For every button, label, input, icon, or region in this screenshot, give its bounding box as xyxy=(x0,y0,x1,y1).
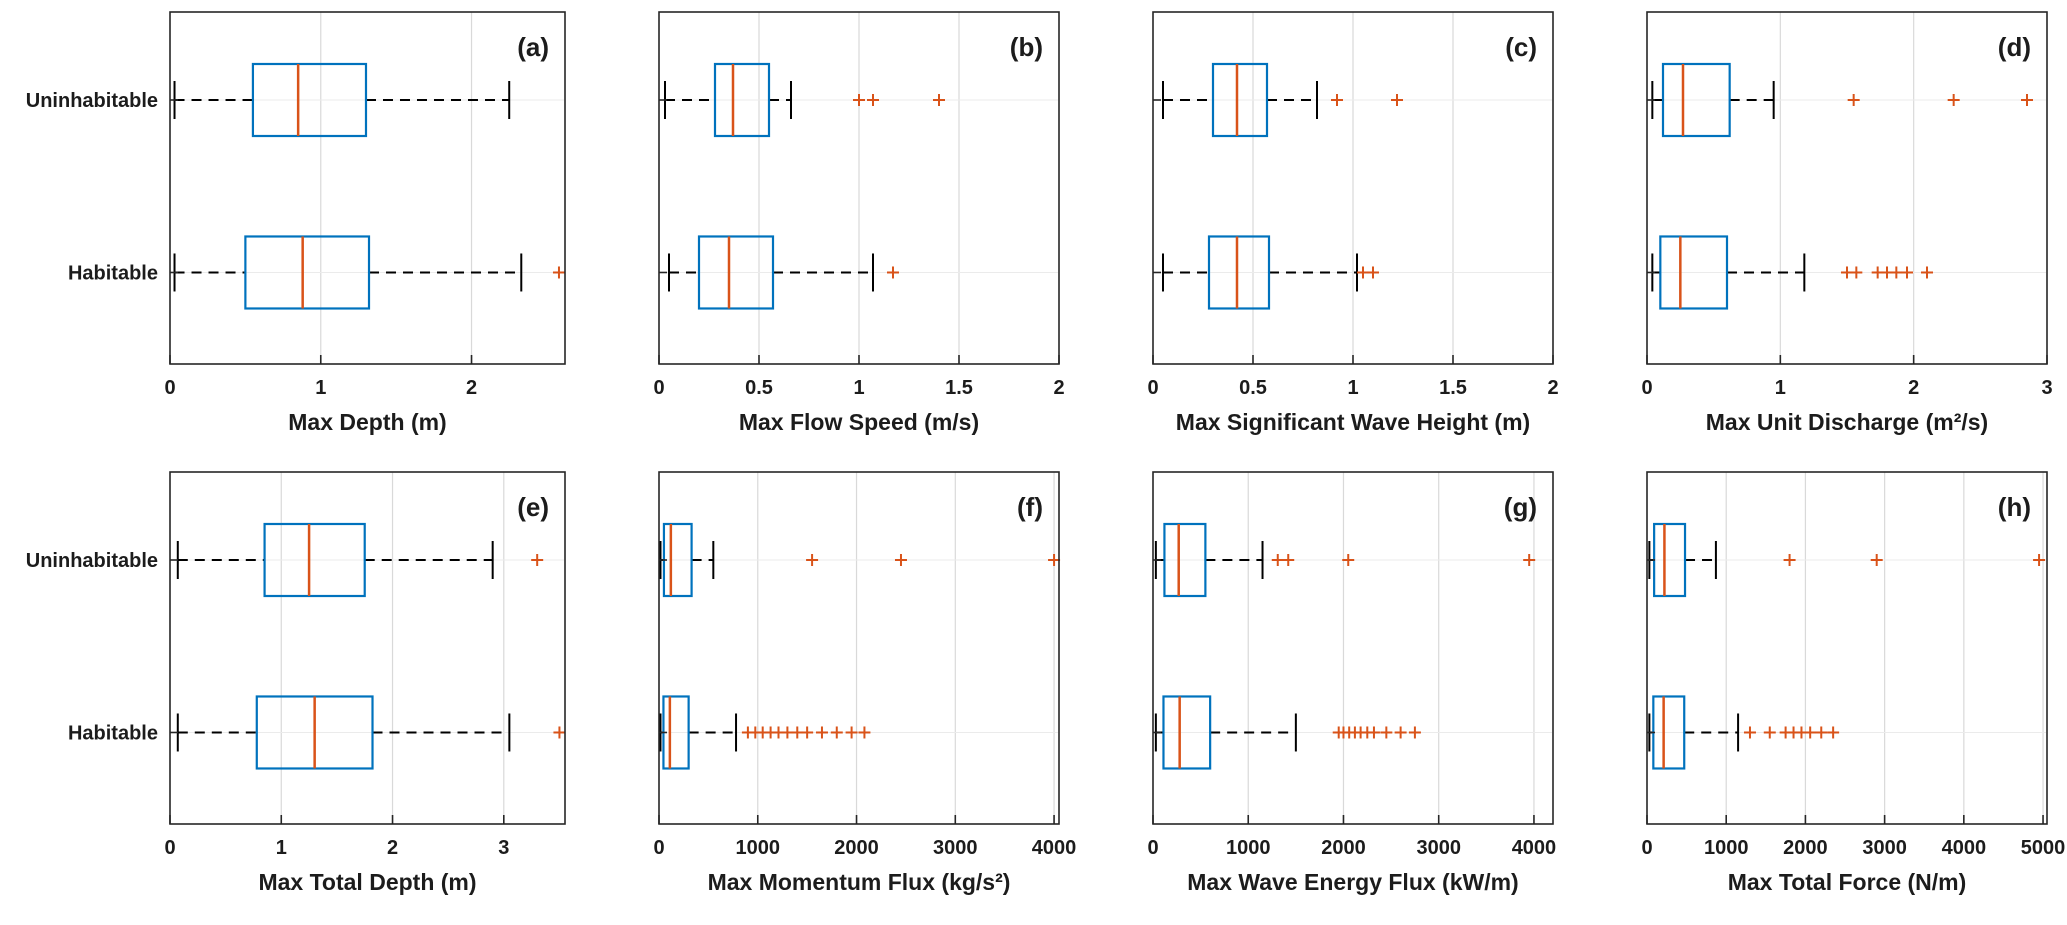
panel-letter: (e) xyxy=(517,492,549,522)
panel-letter: (a) xyxy=(517,32,549,62)
iqr-box xyxy=(251,62,368,138)
x-tick-label: 2 xyxy=(1908,377,1919,399)
x-tick-label: 3 xyxy=(2041,377,2052,399)
x-tick-label: 3 xyxy=(498,837,509,859)
x-tick-label: 2 xyxy=(1053,377,1064,399)
iqr-box xyxy=(1211,62,1269,138)
boxplot-svg: 0 1000 2000 3000 4000 5000 Max Total Force (N/… xyxy=(1641,471,2066,895)
boxplot-svg: 0 0.5 1 1.5 2 Max Significant Wave Height (m)… xyxy=(1147,11,1559,435)
x-tick-label: 2 xyxy=(466,377,477,399)
subplot-c: 0 0.5 1 1.5 2 Max Significant Wave Height (m)… xyxy=(1079,0,1573,460)
x-tick-label: 0 xyxy=(164,837,175,859)
x-tick-label: 0 xyxy=(1641,837,1652,859)
x-tick-label: 0 xyxy=(1147,837,1158,859)
panel-letter: (f) xyxy=(1017,492,1043,522)
axes-box xyxy=(1646,11,2048,365)
axes-box xyxy=(1152,471,1554,825)
x-tick-label: 1000 xyxy=(736,837,781,859)
subplot-h: 0 1000 2000 3000 4000 5000 Max Total Force (N/… xyxy=(1573,460,2067,920)
x-tick-label: 4000 xyxy=(1942,837,1987,859)
boxplot-svg: Uninhabitable Habitable 0 1 2 Max Depth (m) (a… xyxy=(26,11,566,435)
x-tick-label: 1 xyxy=(1775,377,1786,399)
category-label: Habitable xyxy=(68,722,158,744)
subplot-d: 0 1 2 3 Max Unit Discharge (m²/s) (d) xyxy=(1573,0,2067,460)
x-tick-label: 2000 xyxy=(834,837,879,859)
x-axis-label: Max Wave Energy Flux (kW/m) xyxy=(1187,869,1518,895)
x-tick-label: 0 xyxy=(653,837,664,859)
subplot-g: 0 1000 2000 3000 4000 Max Wave Energy Flux (k… xyxy=(1079,460,1573,920)
iqr-box xyxy=(1207,235,1271,310)
x-tick-label: 4000 xyxy=(1032,837,1077,859)
x-tick-label: 0 xyxy=(653,377,664,399)
x-tick-label: 3000 xyxy=(1416,837,1461,859)
axes-box xyxy=(658,471,1060,825)
figure-row-bottom: Uninhabitable Habitable 0 1 2 3 Max Total Dept… xyxy=(0,460,2067,920)
category-label: Habitable xyxy=(68,262,158,284)
x-tick-label: 0 xyxy=(1147,377,1158,399)
x-tick-label: 1000 xyxy=(1704,837,1749,859)
x-tick-label: 1.5 xyxy=(1439,377,1467,399)
x-tick-label: 5000 xyxy=(2021,837,2066,859)
iqr-box xyxy=(263,522,366,598)
x-tick-label: 1 xyxy=(315,377,326,399)
x-tick-label: 1 xyxy=(276,837,287,859)
x-tick-label: 0.5 xyxy=(1239,377,1267,399)
boxplot-svg: 0 1000 2000 3000 4000 Max Wave Energy Flux (k… xyxy=(1147,471,1557,895)
iqr-box xyxy=(1659,235,1729,310)
panel-letter: (h) xyxy=(1998,492,2031,522)
category-label: Uninhabitable xyxy=(26,90,158,112)
x-axis-label: Max Total Depth (m) xyxy=(258,869,476,895)
x-tick-label: 0 xyxy=(1641,377,1652,399)
x-tick-label: 3000 xyxy=(933,837,978,859)
x-tick-label: 1 xyxy=(1347,377,1358,399)
boxplot-svg: 0 1 2 3 Max Unit Discharge (m²/s) (d) xyxy=(1641,11,2053,435)
x-axis-label: Max Total Force (N/m) xyxy=(1728,869,1967,895)
panel-letter: (d) xyxy=(1998,32,2031,62)
iqr-box xyxy=(713,62,771,138)
figure-row-top: Uninhabitable Habitable 0 1 2 Max Depth (m) (a… xyxy=(0,0,2067,460)
x-tick-label: 3000 xyxy=(1862,837,1907,859)
boxplot-svg: Uninhabitable Habitable 0 1 2 3 Max Total Dept… xyxy=(26,471,566,895)
iqr-box xyxy=(1162,695,1212,770)
boxplot-svg: 0 1000 2000 3000 4000 Max Momentum Flux (kg/s… xyxy=(653,471,1077,895)
x-axis-label: Max Flow Speed (m/s) xyxy=(739,409,979,435)
x-tick-label: 2 xyxy=(1547,377,1558,399)
x-axis-label: Max Significant Wave Height (m) xyxy=(1176,409,1530,435)
x-tick-label: 2000 xyxy=(1783,837,1828,859)
subplot-f: 0 1000 2000 3000 4000 Max Momentum Flux (kg/s… xyxy=(585,460,1079,920)
x-axis-label: Max Depth (m) xyxy=(288,409,446,435)
x-tick-label: 0 xyxy=(164,377,175,399)
subplot-e: Uninhabitable Habitable 0 1 2 3 Max Total Dept… xyxy=(0,460,585,920)
axes-box xyxy=(169,11,566,365)
panel-letter: (c) xyxy=(1505,32,1537,62)
subplot-a: Uninhabitable Habitable 0 1 2 Max Depth (m) (a… xyxy=(0,0,585,460)
panel-letter: (g) xyxy=(1504,492,1537,522)
panel-letter: (b) xyxy=(1010,32,1043,62)
boxplot-svg: 0 0.5 1 1.5 2 Max Flow Speed (m/s) (b) xyxy=(653,11,1065,435)
x-tick-label: 2 xyxy=(387,837,398,859)
x-axis-label: Max Momentum Flux (kg/s²) xyxy=(708,869,1011,895)
subplot-b: 0 0.5 1 1.5 2 Max Flow Speed (m/s) (b) xyxy=(585,0,1079,460)
axes-box xyxy=(169,471,566,825)
x-tick-label: 1 xyxy=(853,377,864,399)
x-tick-label: 1.5 xyxy=(945,377,973,399)
x-tick-label: 1000 xyxy=(1226,837,1271,859)
x-tick-label: 4000 xyxy=(1512,837,1557,859)
axes-box xyxy=(1646,471,2048,825)
iqr-box xyxy=(1163,522,1207,598)
x-tick-label: 0.5 xyxy=(745,377,773,399)
x-axis-label: Max Unit Discharge (m²/s) xyxy=(1706,409,1988,435)
x-tick-label: 2000 xyxy=(1321,837,1366,859)
category-label: Uninhabitable xyxy=(26,550,158,572)
iqr-box xyxy=(244,235,371,310)
iqr-box xyxy=(697,235,775,310)
iqr-box xyxy=(1661,62,1731,138)
